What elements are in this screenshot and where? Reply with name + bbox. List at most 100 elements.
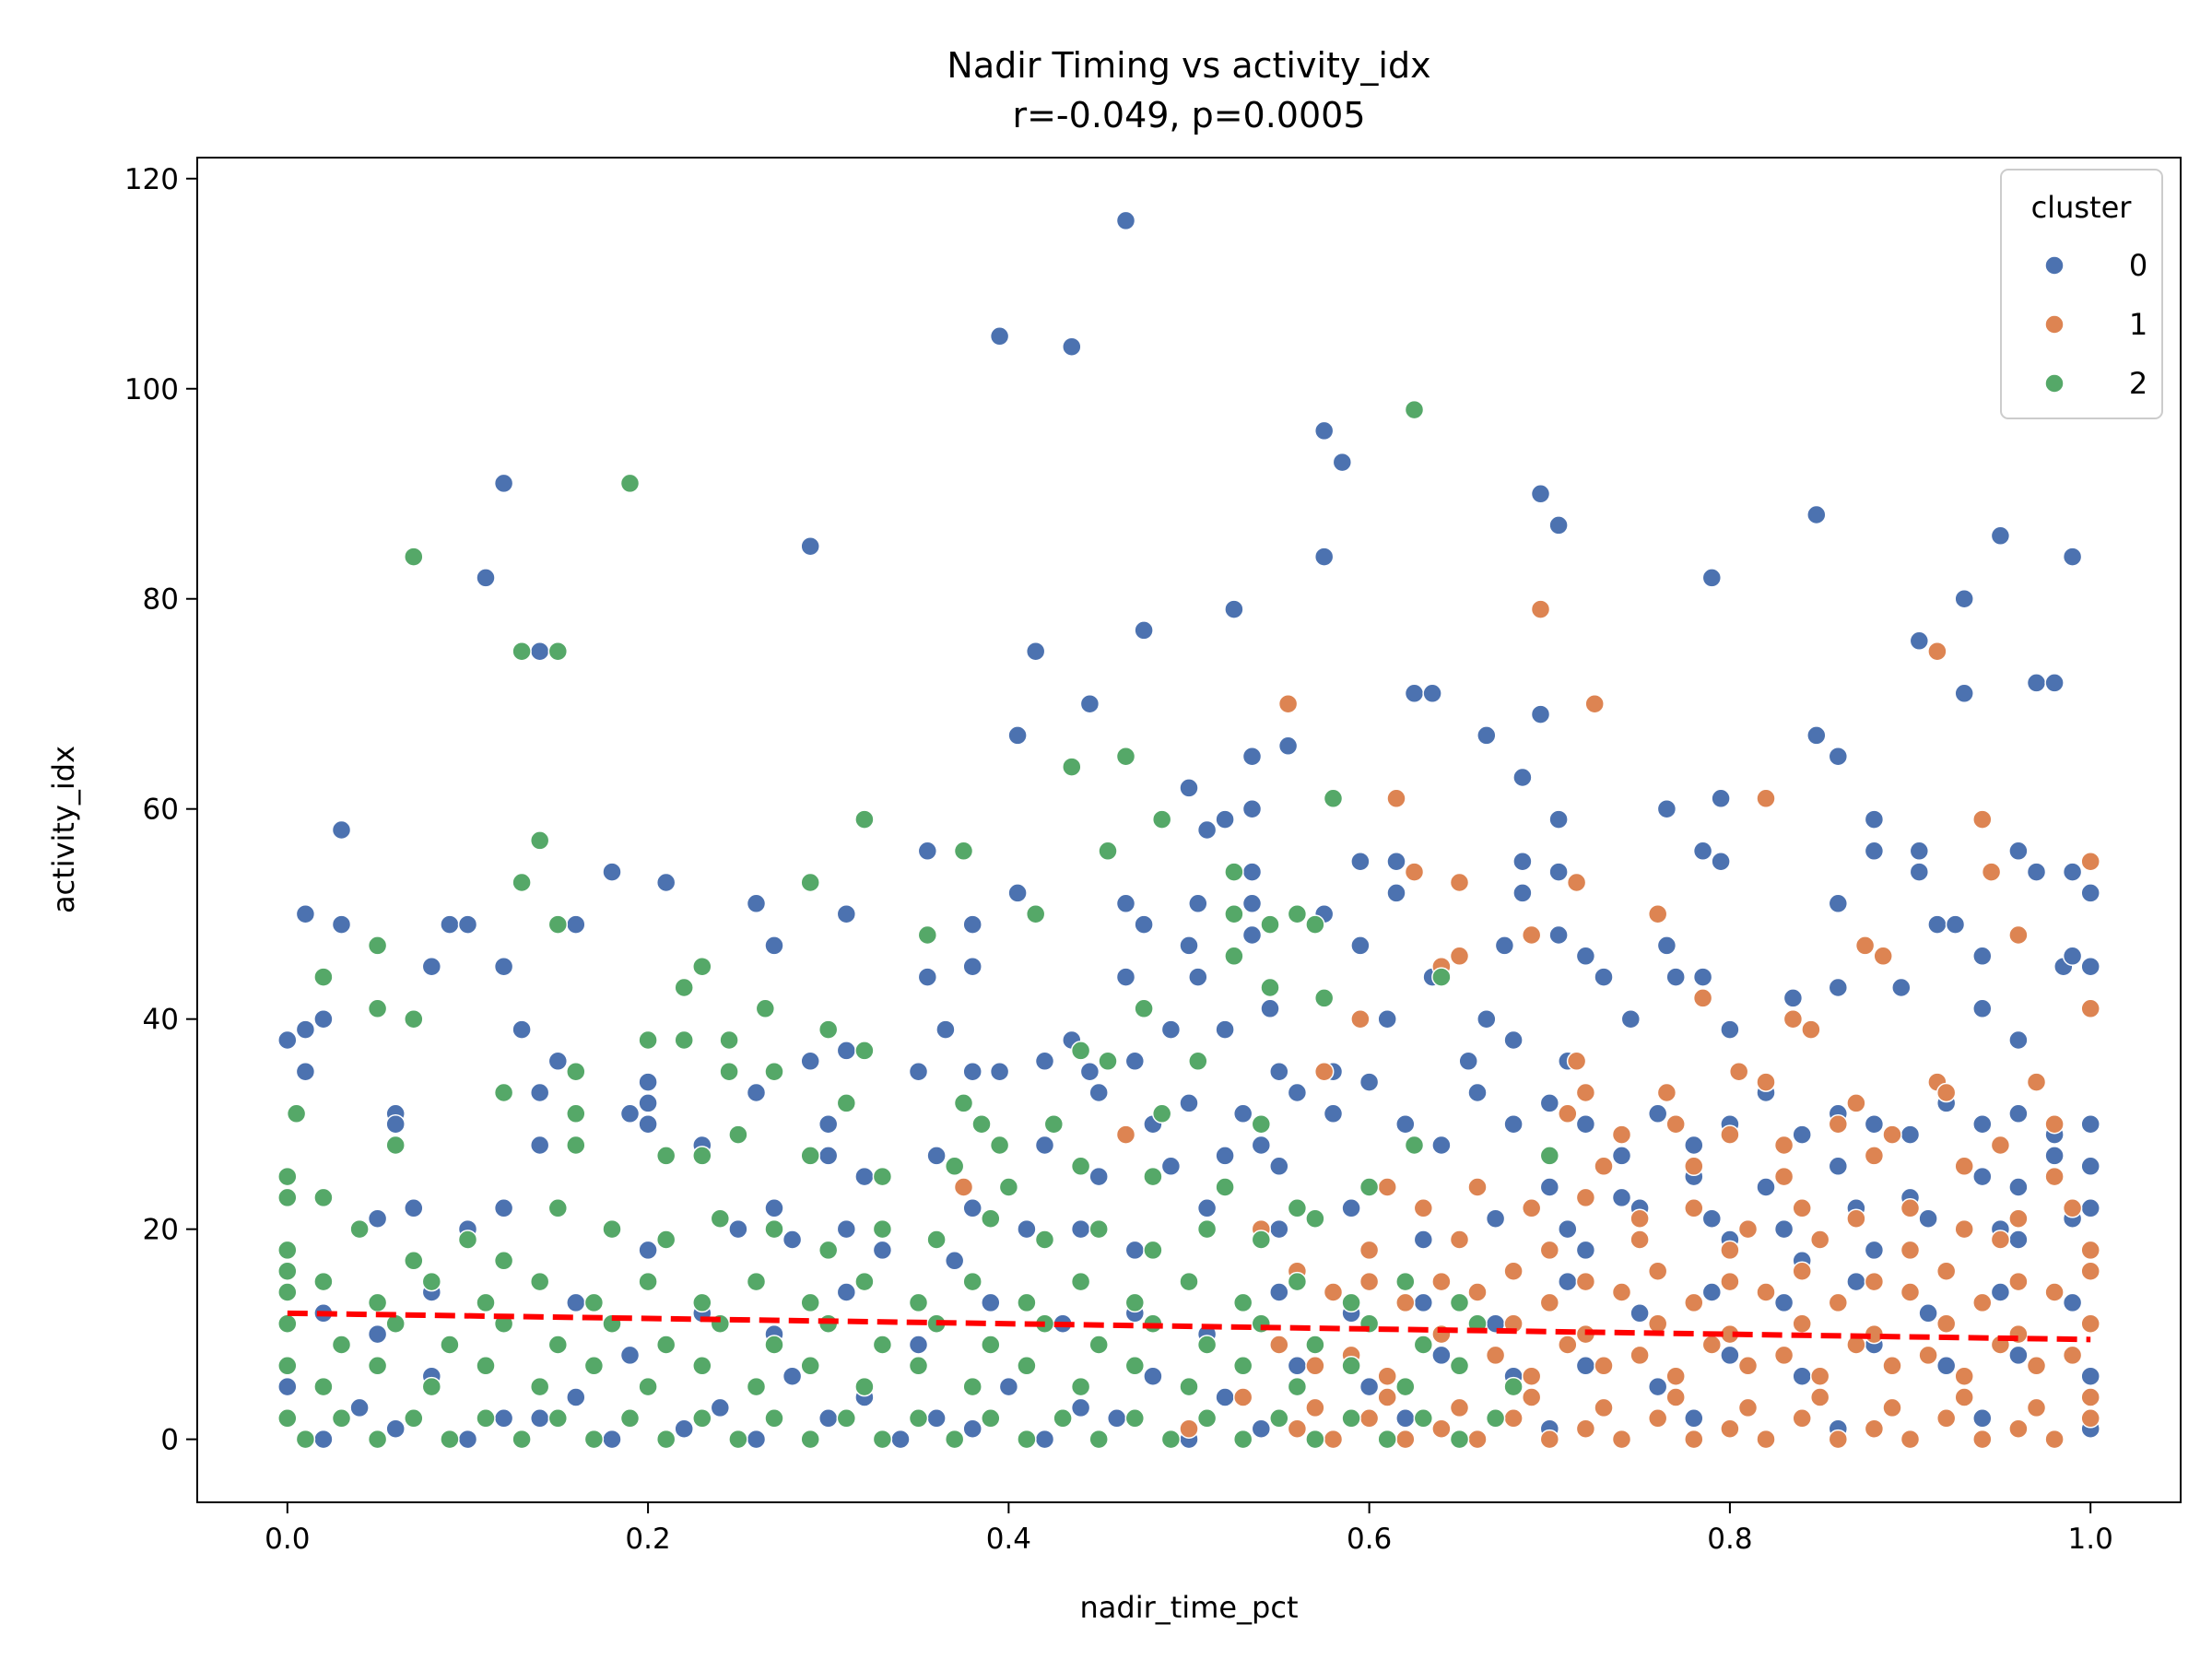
point-series-2-151 xyxy=(800,1356,820,1376)
point-series-0-4 xyxy=(1332,452,1353,473)
point-series-0-111 xyxy=(1160,1019,1182,1040)
point-series-2-5 xyxy=(1115,746,1136,767)
point-series-0-280 xyxy=(1106,1408,1127,1429)
point-series-0-187 xyxy=(2080,1198,2100,1218)
point-series-2-72 xyxy=(277,1187,298,1208)
point-series-0-10 xyxy=(800,535,820,557)
point-series-0-93 xyxy=(2062,946,2083,967)
point-series-0-284 xyxy=(818,1408,839,1429)
point-series-2-195 xyxy=(1341,1408,1361,1429)
point-series-0-124 xyxy=(989,1061,1010,1082)
point-series-0-146 xyxy=(818,1146,839,1166)
point-series-2-182 xyxy=(872,1429,893,1450)
point-series-0-51 xyxy=(1386,851,1406,872)
point-series-0-107 xyxy=(295,1019,316,1040)
point-series-2-102 xyxy=(638,1271,658,1292)
point-series-1-166 xyxy=(1864,1146,1885,1166)
point-series-0-150 xyxy=(926,1146,947,1166)
point-series-2-174 xyxy=(583,1429,605,1450)
point-series-2-30 xyxy=(367,998,388,1019)
point-series-2-36 xyxy=(638,1030,658,1051)
point-series-0-1 xyxy=(989,326,1010,347)
point-series-0-239 xyxy=(2062,1292,2083,1313)
point-series-1-127 xyxy=(2044,1429,2065,1450)
point-series-0-28 xyxy=(1007,725,1028,746)
point-series-2-150 xyxy=(746,1376,767,1397)
point-series-2-108 xyxy=(962,1271,982,1292)
point-series-2-27 xyxy=(1431,967,1452,987)
point-series-2-153 xyxy=(908,1356,929,1376)
point-series-0-189 xyxy=(2008,1177,2029,1197)
point-series-0-180 xyxy=(1900,1124,1921,1145)
point-series-0-137 xyxy=(529,1135,550,1156)
point-series-1-126 xyxy=(2008,1418,2029,1439)
point-series-2-24 xyxy=(1224,946,1244,967)
point-series-1-136 xyxy=(1665,1387,1686,1407)
point-series-1-21 xyxy=(1783,1008,1804,1030)
point-series-2-190 xyxy=(1160,1429,1182,1450)
y-tick-label-5: 100 xyxy=(124,373,179,406)
series-0 xyxy=(277,210,2100,1450)
point-series-2-90 xyxy=(1196,1218,1218,1240)
point-series-2-7 xyxy=(1323,788,1344,809)
point-series-0-250 xyxy=(998,1376,1019,1397)
point-series-2-196 xyxy=(1377,1429,1397,1450)
point-series-0-90 xyxy=(962,956,982,977)
point-series-1-16 xyxy=(1873,946,1893,967)
point-series-0-232 xyxy=(1558,1271,1578,1292)
point-series-0-219 xyxy=(619,1345,641,1366)
point-series-1-111 xyxy=(1467,1429,1488,1450)
point-series-0-283 xyxy=(890,1429,911,1450)
point-series-2-188 xyxy=(1088,1429,1109,1450)
point-series-2-97 xyxy=(367,1292,388,1313)
point-series-1-158 xyxy=(1720,1240,1740,1261)
point-series-0-200 xyxy=(1124,1240,1146,1261)
point-series-0-24 xyxy=(1404,683,1425,704)
point-series-0-43 xyxy=(331,819,352,841)
point-series-1-122 xyxy=(1864,1418,1885,1439)
point-series-2-43 xyxy=(719,1061,739,1082)
point-series-0-199 xyxy=(1070,1218,1091,1240)
point-series-1-66 xyxy=(1503,1261,1524,1281)
point-series-2-104 xyxy=(746,1271,767,1292)
trend-layer xyxy=(287,1310,2091,1343)
point-series-0-114 xyxy=(1477,1008,1497,1030)
point-series-2-135 xyxy=(1196,1335,1218,1355)
point-series-0-203 xyxy=(1341,1198,1361,1218)
point-series-2-114 xyxy=(1287,1271,1308,1292)
y-tick-label-2: 40 xyxy=(143,1004,179,1037)
point-series-2-111 xyxy=(1124,1292,1146,1313)
point-series-0-206 xyxy=(1558,1218,1578,1240)
point-series-0-253 xyxy=(1215,1387,1235,1407)
point-series-1-164 xyxy=(1684,1156,1704,1177)
point-series-2-61 xyxy=(800,1146,820,1166)
point-series-0-15 xyxy=(1954,588,1974,609)
point-series-0-22 xyxy=(2044,673,2065,693)
point-series-0-104 xyxy=(1891,977,1912,998)
points-layer xyxy=(277,210,2100,1450)
point-series-0-172 xyxy=(1611,1146,1632,1166)
y-tick-label-4: 80 xyxy=(143,583,179,617)
point-series-0-197 xyxy=(872,1240,893,1261)
point-series-2-170 xyxy=(440,1429,460,1450)
point-series-0-186 xyxy=(2080,1156,2100,1177)
point-series-1-132 xyxy=(1377,1387,1397,1407)
point-series-2-32 xyxy=(1134,998,1154,1019)
point-series-0-243 xyxy=(493,1408,514,1429)
point-series-0-39 xyxy=(1548,809,1569,830)
point-series-2-98 xyxy=(421,1271,442,1292)
point-series-0-55 xyxy=(1548,862,1569,882)
point-series-1-93 xyxy=(1630,1345,1650,1366)
point-series-0-177 xyxy=(1792,1124,1812,1145)
point-series-0-208 xyxy=(1701,1208,1723,1229)
point-series-2-71 xyxy=(277,1166,298,1187)
point-series-1-135 xyxy=(1594,1397,1614,1418)
point-series-0-0 xyxy=(1115,210,1136,231)
point-series-0-209 xyxy=(1773,1218,1794,1240)
point-series-2-88 xyxy=(1088,1218,1109,1240)
point-series-1-45 xyxy=(1377,1177,1397,1197)
point-series-0-296 xyxy=(1864,1240,1885,1261)
point-series-0-71 xyxy=(1945,914,1966,935)
point-series-1-97 xyxy=(1773,1345,1794,1366)
